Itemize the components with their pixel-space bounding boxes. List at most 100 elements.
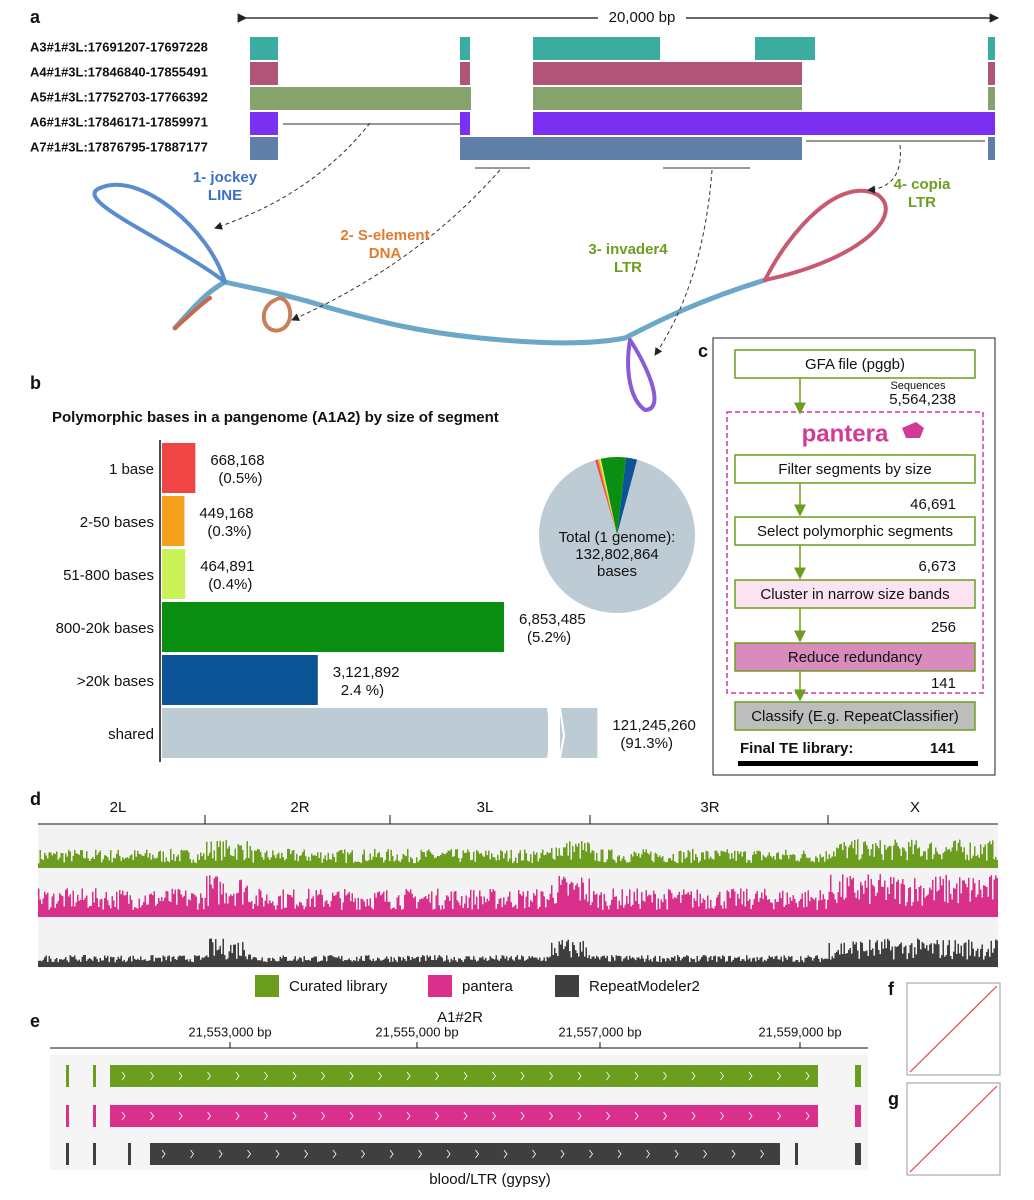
ruler-tick-label: 21,555,000 bp — [375, 1024, 458, 1039]
track-segment — [988, 62, 995, 85]
chromosome-label: 3L — [477, 799, 494, 816]
track-segment — [250, 112, 278, 135]
pie-total: 132,802,864 — [575, 546, 658, 563]
track-segment — [533, 112, 995, 135]
step-text: Filter segments by size — [778, 461, 931, 478]
category-label: 800-20k bases — [56, 620, 154, 637]
value-label: 121,245,260 — [612, 717, 695, 734]
tool-logo: pantera — [802, 420, 889, 447]
flow-step — [734, 516, 976, 546]
track-segment — [988, 137, 995, 160]
category-label: 1 base — [109, 461, 154, 478]
count: 46,691 — [910, 496, 956, 513]
flow-step — [734, 579, 976, 609]
coverage-track — [38, 938, 998, 967]
track-segment — [755, 37, 815, 60]
dotplot-diagonal — [909, 985, 998, 1073]
bar — [162, 443, 196, 493]
percent-label: (0.5%) — [218, 470, 262, 487]
track-segment — [460, 62, 470, 85]
bar — [560, 708, 598, 758]
feature-mark — [66, 1143, 69, 1165]
feature-mark — [855, 1105, 861, 1127]
pie-slice — [595, 459, 617, 535]
count: 141 — [931, 675, 956, 692]
step-text: Classify (E.g. RepeatClassifier) — [751, 708, 959, 725]
final-bar — [738, 761, 978, 766]
value-label: 3,121,892 — [333, 664, 400, 681]
track-segment — [250, 62, 278, 85]
feature-mark — [855, 1143, 861, 1165]
element-name: 1- jockey — [193, 169, 258, 186]
track-label: A4#1#3L:17846840-17855491 — [30, 64, 208, 79]
element-class: LINE — [208, 187, 242, 204]
strand-arrows — [121, 1111, 810, 1121]
panel-label: f — [888, 979, 895, 999]
pie-slice — [599, 458, 617, 535]
ruler-tick-label: 21,557,000 bp — [558, 1024, 641, 1039]
ruler-tick-label: 21,559,000 bp — [758, 1024, 841, 1039]
legend-label: RepeatModeler2 — [589, 978, 700, 995]
step-text: GFA file (pggb) — [805, 356, 905, 373]
dotplot-diagonal — [909, 1085, 998, 1173]
value-label: 668,168 — [210, 452, 264, 469]
dashed-arrow — [291, 169, 501, 321]
track-segment — [460, 137, 802, 160]
feature-mark — [93, 1143, 96, 1165]
percent-label: (91.3%) — [620, 735, 673, 752]
feature-block — [110, 1065, 818, 1087]
graph-path — [261, 296, 293, 333]
tool-icon — [902, 422, 924, 438]
ruler-tick-label: 21,553,000 bp — [188, 1024, 271, 1039]
legend-swatch — [255, 975, 279, 997]
percent-label: (5.2%) — [527, 629, 571, 646]
strand-arrows — [161, 1149, 764, 1159]
step-text: Reduce redundancy — [788, 649, 923, 666]
region-title: A1#2R — [437, 1009, 483, 1026]
chromosome-label: 2R — [290, 799, 309, 816]
track-segment — [988, 87, 995, 110]
chromosome-label: 3R — [700, 799, 719, 816]
track-segment — [250, 137, 278, 160]
chart-title: Polymorphic bases in a pangenome (A1A2) … — [52, 409, 499, 426]
final-count: 141 — [930, 740, 955, 757]
track-segment — [250, 87, 471, 110]
track-segment — [250, 37, 278, 60]
panel-label: e — [30, 1011, 40, 1031]
dashed-arrow — [654, 169, 713, 356]
track-segment — [533, 87, 802, 110]
track-segment — [533, 62, 802, 85]
chromosome-label: X — [910, 799, 920, 816]
track-segment — [460, 112, 470, 135]
category-label: shared — [108, 726, 154, 743]
panel-label: b — [30, 373, 41, 393]
feature-mark — [66, 1105, 69, 1127]
percent-label: 2.4 %) — [341, 682, 384, 699]
value-label: 449,168 — [199, 505, 253, 522]
element-name: 4- copia — [894, 176, 951, 193]
legend-swatch — [555, 975, 579, 997]
element-class: LTR — [614, 259, 642, 276]
value-label: 6,853,485 — [519, 611, 586, 628]
graph-path — [626, 338, 657, 413]
track-label: A3#1#3L:17691207-17697228 — [30, 39, 208, 54]
element-class: DNA — [369, 245, 402, 262]
count: 256 — [931, 619, 956, 636]
pie-slice — [597, 459, 617, 535]
graph-path — [763, 188, 888, 282]
flow-step — [734, 701, 976, 731]
feature-block — [150, 1143, 780, 1165]
count: 6,673 — [918, 558, 956, 575]
feature-mark — [66, 1065, 69, 1087]
feature-block — [110, 1105, 818, 1127]
track-segment — [533, 37, 660, 60]
value-label: 464,891 — [200, 558, 254, 575]
feature-mark — [128, 1143, 131, 1165]
feature-label: blood/LTR (gypsy) — [429, 1171, 550, 1188]
pie-slice — [539, 459, 696, 613]
feature-mark — [795, 1143, 798, 1165]
percent-label: (0.4%) — [208, 576, 252, 593]
feature-mark — [93, 1105, 96, 1127]
panel-label: c — [698, 341, 708, 361]
